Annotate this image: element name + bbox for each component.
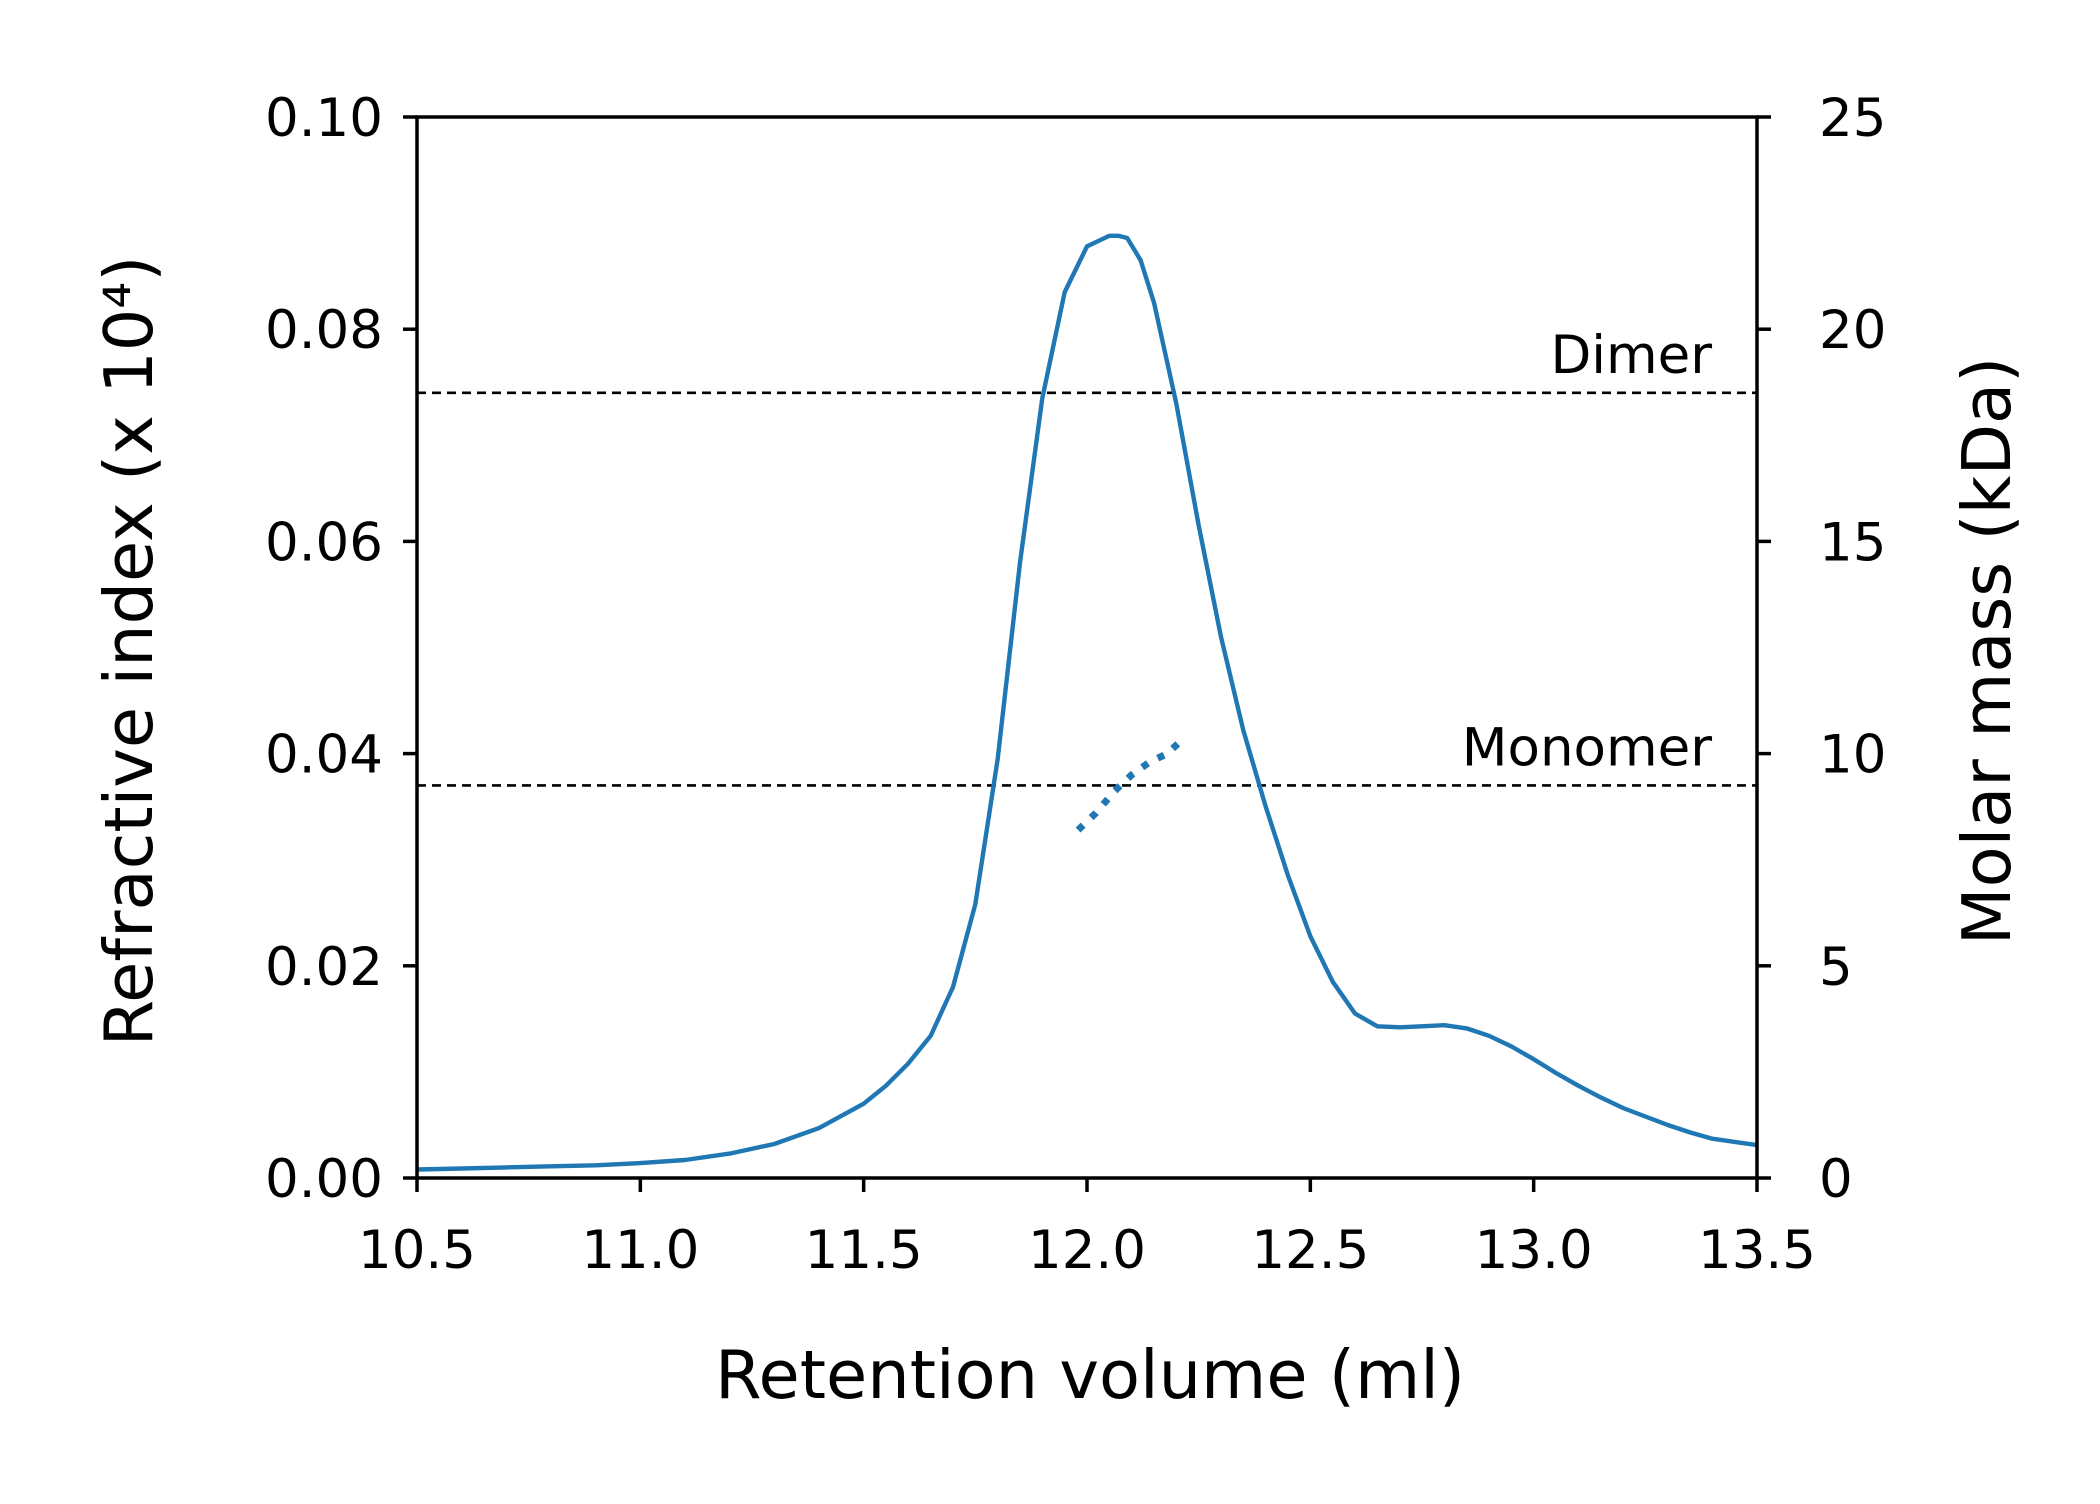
plot-frame <box>415 115 1759 1180</box>
y-tick-label-right: 20 <box>1819 300 1886 361</box>
y-tick-label-left: 0.10 <box>265 88 383 149</box>
x-tick-label: 13.0 <box>1475 1220 1593 1281</box>
y-tick-label-right: 25 <box>1819 88 1886 149</box>
y-axis-title-right: Molar mass (kDa) <box>1948 357 2026 945</box>
y-tick-label-right: 0 <box>1819 1149 1853 1210</box>
x-tick-label: 12.0 <box>1028 1220 1146 1281</box>
x-tick-label: 11.0 <box>581 1220 699 1281</box>
y-tick-label-left: 0.04 <box>265 725 383 786</box>
reference-label-monomer: Monomer <box>1462 717 1712 778</box>
x-tick-label: 13.5 <box>1698 1220 1816 1281</box>
y-tick-label-right: 10 <box>1819 725 1886 786</box>
x-tick-label: 10.5 <box>358 1220 476 1281</box>
y-tick-label-left: 0.02 <box>265 937 383 998</box>
y-tick-label-right: 5 <box>1819 937 1853 998</box>
y-tick-label-left: 0.08 <box>265 300 383 361</box>
y-axis-title-left: Refractive index (x 10⁴) <box>90 256 168 1047</box>
reference-label-dimer: Dimer <box>1550 325 1712 386</box>
y-tick-label-left: 0.00 <box>265 1149 383 1210</box>
y-tick-label-left: 0.06 <box>265 512 383 573</box>
y-tick-label-right: 15 <box>1819 512 1886 573</box>
refractive-index-series-line <box>416 233 1758 1172</box>
x-axis-title: Retention volume (ml) <box>715 1336 1465 1414</box>
molar-mass-series-line <box>1075 738 1184 833</box>
x-tick-label: 11.5 <box>805 1220 923 1281</box>
x-tick-label: 12.5 <box>1251 1220 1369 1281</box>
